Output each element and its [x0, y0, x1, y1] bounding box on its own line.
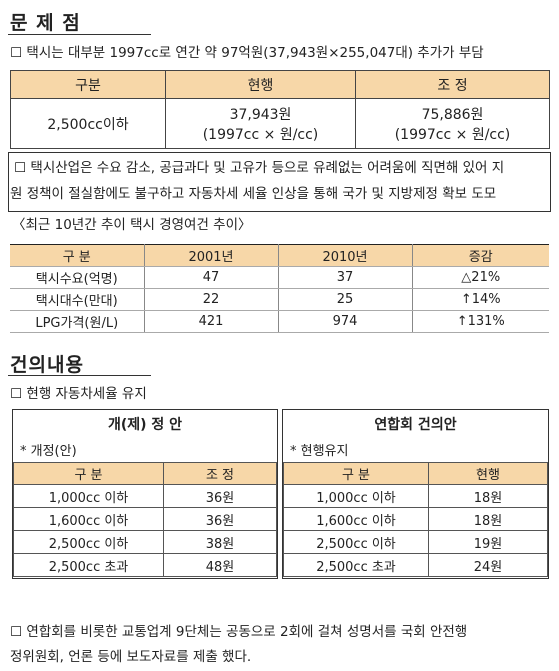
table-row: 택시대수(만대) 22 25 ↑14%	[10, 288, 549, 311]
trend-cell: 37	[277, 266, 413, 289]
trend-header-change: 증감	[411, 244, 549, 267]
revision-cell: 2,500cc 초과	[13, 553, 164, 577]
table-row: 2,500cc 이하 19원	[283, 530, 548, 554]
cost-current-cell: 37,943원 (1997cc × 원/cc)	[165, 98, 356, 149]
table-row: 1,000cc 이하 36원	[13, 484, 277, 508]
revision-header-category: 구 분	[13, 462, 164, 485]
association-cell: 18원	[428, 484, 548, 508]
association-header-category: 구 분	[283, 462, 429, 485]
trend-header-2001: 2001년	[143, 244, 279, 267]
cost-current-formula: (1997cc × 원/cc)	[202, 126, 319, 143]
table-row: 2,500cc 초과 48원	[13, 553, 277, 577]
trend-caption: 〈최근 10년간 추이 택시 경영여건 추이〉	[12, 217, 252, 233]
problem-bullet-1: ☐ 택시는 대부분 1997cc로 연간 약 97억원(37,943원×255,…	[10, 45, 484, 61]
trend-header-category: 구 분	[10, 244, 145, 267]
table-row: LPG가격(원/L) 421 974 ↑131%	[10, 310, 549, 333]
trend-cell: 974	[277, 310, 413, 333]
trend-cell: △21%	[411, 266, 549, 289]
cost-current-value: 37,943원	[229, 106, 292, 123]
table-row: 택시수요(억명) 47 37 △21%	[10, 266, 549, 289]
problem-bullet-2-line-2: 원 정책이 절실함에도 불구하고 자동차세 세율 인상을 통해 국가 및 지방제…	[10, 186, 497, 202]
trend-cell: 421	[143, 310, 279, 333]
trend-cell: ↑14%	[411, 288, 549, 311]
cost-adjust-formula: (1997cc × 원/cc)	[394, 126, 511, 143]
cost-header-adjust: 조 정	[355, 70, 550, 99]
association-cell: 1,000cc 이하	[283, 484, 429, 508]
trend-cell: 택시수요(억명)	[10, 266, 145, 289]
trend-cell: 25	[277, 288, 413, 311]
association-panel	[282, 409, 549, 579]
revision-panel	[12, 409, 278, 579]
association-cell: 2,500cc 이하	[283, 530, 429, 554]
table-row: 2,500cc 초과 24원	[283, 553, 548, 577]
revision-cell: 2,500cc 이하	[13, 530, 164, 554]
association-cell: 19원	[428, 530, 548, 554]
proposal-bullet-2-line-2: 정위원회, 언론 등에 보도자료를 제출 했다.	[10, 649, 252, 665]
revision-panel-note: * 개정(안)	[20, 444, 77, 459]
cost-adjust-value: 75,886원	[421, 106, 484, 123]
association-panel-note: * 현행유지	[290, 444, 349, 459]
association-cell: 2,500cc 초과	[283, 553, 429, 577]
table-row: 2,500cc 이하 38원	[13, 530, 277, 554]
revision-panel-title: 개(제) 정 안	[107, 417, 183, 433]
revision-header-adjust: 조 정	[163, 462, 277, 485]
association-panel-title: 연합회 건의안	[374, 417, 457, 433]
problem-title-rule	[8, 34, 151, 35]
cost-header-category: 구분	[10, 70, 166, 99]
association-cell: 18원	[428, 507, 548, 531]
association-cell: 24원	[428, 553, 548, 577]
trend-cell: 47	[143, 266, 279, 289]
table-row: 1,000cc 이하 18원	[283, 484, 548, 508]
revision-cell: 48원	[163, 553, 277, 577]
proposal-title-rule	[8, 375, 151, 376]
revision-cell: 1,600cc 이하	[13, 507, 164, 531]
cost-adjust-cell: 75,886원 (1997cc × 원/cc)	[355, 98, 550, 149]
revision-cell: 1,000cc 이하	[13, 484, 164, 508]
trend-table: 구 분 2001년 2010년 증감 택시수요(억명) 47 37 △21% 택…	[10, 244, 549, 333]
table-row: 1,600cc 이하 18원	[283, 507, 548, 531]
table-row: 1,600cc 이하 36원	[13, 507, 277, 531]
problem-title: 문 제 점	[10, 12, 81, 34]
revision-table: 구 분 조 정 1,000cc 이하 36원 1,600cc 이하 36원 2,…	[13, 462, 277, 577]
trend-cell: 22	[143, 288, 279, 311]
trend-cell: LPG가격(원/L)	[10, 310, 145, 333]
association-header-current: 현행	[428, 462, 548, 485]
cost-table: 구분 현행 조 정 2,500cc이하 37,943원 (1997cc × 원/…	[10, 70, 550, 149]
cost-row-label: 2,500cc이하	[10, 98, 166, 149]
proposal-bullet-1: ☐ 현행 자동차세율 유지	[10, 386, 147, 402]
trend-cell: ↑131%	[411, 310, 549, 333]
trend-header-2010: 2010년	[277, 244, 413, 267]
association-cell: 1,600cc 이하	[283, 507, 429, 531]
problem-bullet-2-line-1: ☐ 택시산업은 수요 감소, 공급과다 및 고유가 등으로 유례없는 어려움에 …	[14, 160, 505, 176]
revision-cell: 38원	[163, 530, 277, 554]
trend-cell: 택시대수(만대)	[10, 288, 145, 311]
cost-header-current: 현행	[165, 70, 356, 99]
revision-cell: 36원	[163, 484, 277, 508]
revision-cell: 36원	[163, 507, 277, 531]
proposal-bullet-2-line-1: ☐ 연합회를 비롯한 교통업계 9단체는 공동으로 2회에 걸쳐 성명서를 국회…	[10, 624, 468, 640]
proposal-title: 건의내용	[10, 354, 84, 376]
industry-note-box	[8, 152, 551, 212]
association-table: 구 분 현행 1,000cc 이하 18원 1,600cc 이하 18원 2,5…	[283, 462, 548, 577]
